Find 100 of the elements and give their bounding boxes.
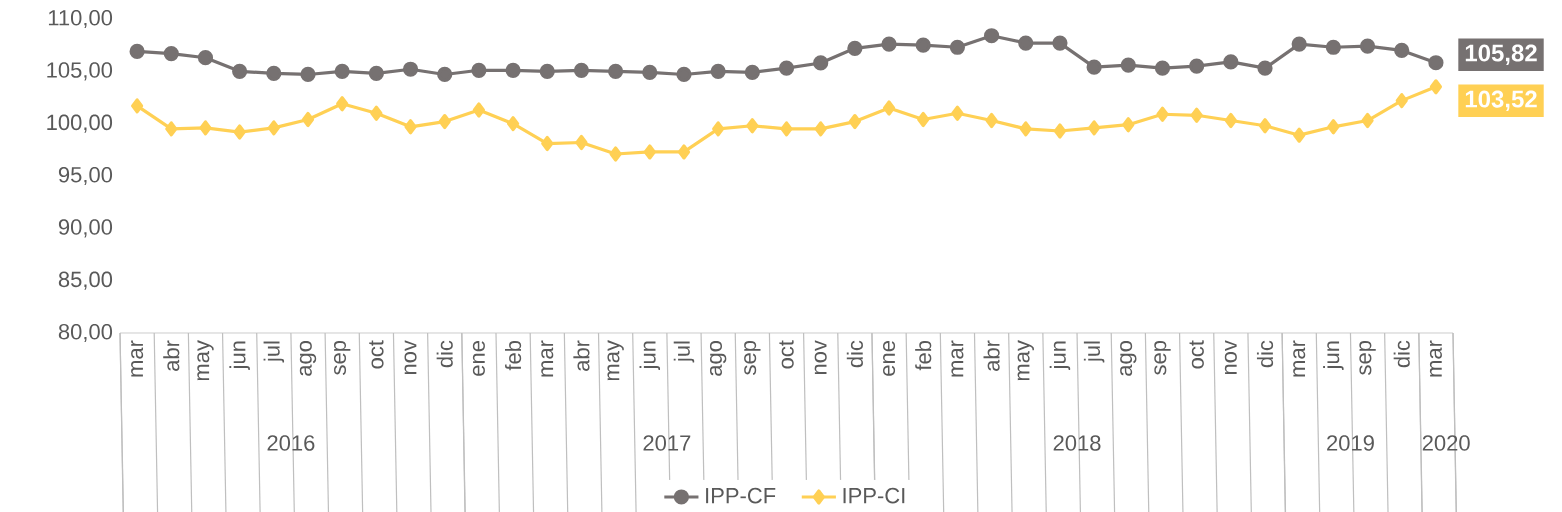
- x-tick-label: oct: [1189, 340, 1204, 369]
- data-label: 105,82: [1465, 44, 1537, 65]
- point: [710, 63, 726, 79]
- x-tick-label: may: [1017, 340, 1034, 381]
- x-tick-label: jul: [673, 341, 695, 363]
- x-tick-label: ene: [472, 341, 485, 376]
- y-tick-label: 95,00: [58, 166, 113, 186]
- point: [1053, 123, 1067, 139]
- point: [404, 119, 417, 135]
- point: [1224, 112, 1237, 129]
- point: [402, 61, 419, 77]
- text: 2020: [1422, 435, 1470, 451]
- point: [1154, 60, 1171, 76]
- point: [541, 135, 554, 152]
- x-tick-label: sep: [744, 341, 761, 375]
- point: [163, 45, 179, 62]
- point: [165, 121, 178, 137]
- point: [881, 36, 897, 52]
- x-tick-label: oct: [779, 340, 794, 369]
- point: [847, 40, 863, 56]
- point: [1052, 35, 1068, 51]
- point: [949, 39, 965, 55]
- y-tick-label: 80,00: [58, 323, 113, 343]
- x-tick-label: jun: [1323, 341, 1344, 370]
- x-tick-label: feb: [915, 341, 932, 371]
- point: [300, 66, 316, 83]
- x-tick-label: nov: [1224, 340, 1237, 375]
- point: [1429, 79, 1443, 95]
- point: [985, 112, 998, 129]
- point: [813, 55, 829, 71]
- point: [506, 116, 520, 132]
- x-tick-label: ago: [1120, 341, 1137, 376]
- point: [233, 124, 246, 140]
- point: [983, 28, 1000, 44]
- x-tick-label: dic: [1393, 340, 1410, 368]
- x-tick-label: jun: [229, 341, 250, 370]
- point: [676, 66, 692, 83]
- y-tick-label: 100,00: [47, 114, 113, 133]
- x-tick-label: mar: [1293, 340, 1306, 377]
- point: [951, 105, 964, 121]
- y-tick-label: 105,00: [47, 62, 113, 81]
- text: 2016: [267, 435, 315, 451]
- x-tick-label: mar: [131, 340, 144, 377]
- point: [1189, 58, 1205, 74]
- point: [1394, 42, 1410, 58]
- point: [1359, 38, 1376, 54]
- point: [197, 50, 214, 66]
- point: [882, 100, 896, 116]
- point: [472, 102, 485, 118]
- point: [573, 62, 590, 78]
- point: [1019, 121, 1032, 137]
- x-tick-label: sep: [333, 341, 351, 375]
- point: [677, 144, 691, 160]
- point: [199, 120, 212, 136]
- point: [266, 65, 282, 82]
- point: [368, 65, 384, 82]
- x-tick-label: ene: [883, 341, 896, 376]
- legend-label: IPP-CI: [843, 487, 905, 504]
- point: [334, 63, 350, 79]
- point: [642, 64, 658, 80]
- text: 2019: [1327, 435, 1374, 451]
- point: [438, 113, 451, 130]
- x-tick-label: abr: [573, 340, 590, 371]
- point: [609, 146, 622, 162]
- x-tick-label: dic: [436, 340, 453, 368]
- x-tick-label: may: [197, 340, 214, 381]
- x-tick-label: ago: [709, 341, 727, 376]
- x-tick-label: dic: [1256, 340, 1274, 368]
- point: [915, 37, 931, 53]
- point: [437, 66, 453, 83]
- point: [301, 111, 315, 128]
- point: [1086, 59, 1102, 75]
- point: [778, 60, 795, 76]
- point: [1156, 106, 1169, 122]
- point: [1428, 55, 1444, 71]
- point: [712, 121, 725, 137]
- x-tick-label: sep: [1154, 341, 1171, 375]
- point: [848, 113, 861, 130]
- point: [1327, 119, 1340, 135]
- point: [1293, 127, 1306, 143]
- point: [232, 63, 248, 79]
- x-tick-label: nov: [404, 340, 417, 375]
- x-tick-label: sep: [1359, 341, 1376, 375]
- point: [267, 120, 280, 136]
- x-tick-label: nov: [814, 340, 827, 375]
- point: [370, 105, 383, 121]
- point: [780, 121, 793, 137]
- x-tick-label: abr: [163, 340, 180, 371]
- point: [505, 62, 521, 78]
- y-tick-label: 110,00: [48, 9, 113, 29]
- point: [608, 63, 624, 79]
- point: [1325, 39, 1341, 55]
- x-tick-label: feb: [505, 341, 522, 371]
- x-tick-label: may: [607, 340, 624, 381]
- point: [129, 43, 145, 60]
- point: [539, 63, 555, 79]
- x-tick-label: mar: [541, 340, 554, 377]
- point: [643, 144, 656, 160]
- point: [746, 118, 759, 134]
- x-tick-label: mar: [1429, 340, 1442, 377]
